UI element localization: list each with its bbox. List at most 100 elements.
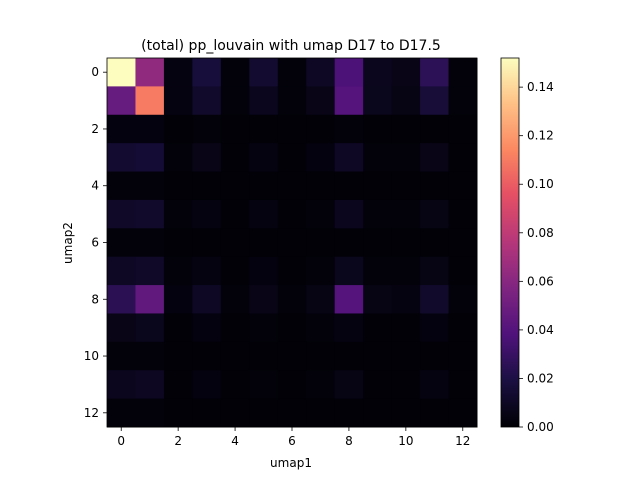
heatmap-cell [163,370,193,400]
heatmap-cell [306,285,336,314]
heatmap-cell [163,114,193,144]
heatmap-cell [249,58,279,87]
heatmap-cell [249,114,279,144]
heatmap-cell [448,398,478,428]
heatmap-cell [420,114,450,144]
heatmap-cell [334,256,364,286]
heatmap-cell [220,228,250,258]
heatmap-cell [220,86,250,116]
heatmap-cell [420,285,450,314]
heatmap-cell [107,398,136,428]
x-axis-label: umap1 [270,456,312,470]
heatmap-cell [334,370,364,400]
colorbar-tick-label: 0.02 [527,371,554,385]
heatmap-cell [391,285,421,314]
heatmap-cell [391,398,421,428]
heatmap-cell [277,114,307,144]
heatmap-cell [277,58,307,87]
heatmap-cell [448,143,478,173]
heatmap-cell [192,256,222,286]
colorbar-tick-label: 0.06 [527,274,554,288]
heatmap-cell [420,256,450,286]
heatmap-cell [163,285,193,314]
heatmap-cell [249,285,279,314]
chart-title: (total) pp_louvain with umap D17 to D17.… [141,38,441,54]
heatmap-cell [192,285,222,314]
heatmap-cell [448,114,478,144]
x-tick-label: 12 [455,434,470,448]
heatmap-cell [107,341,136,371]
y-tick-label: 0 [91,65,99,79]
heatmap-cell [220,199,250,229]
colorbar-tick-label: 0.00 [527,420,554,434]
heatmap-cell [107,256,136,286]
heatmap-cell [249,256,279,286]
heatmap-cell [163,171,193,201]
heatmap-cell [363,171,393,201]
y-axis-label: umap2 [61,222,75,264]
heatmap-cell [391,228,421,258]
heatmap-cell [249,228,279,258]
heatmap-cell [363,114,393,144]
heatmap-cell [334,341,364,371]
heatmap-cell [135,143,165,173]
heatmap-cell [391,256,421,286]
heatmap-cell [220,256,250,286]
heatmap-cell [220,285,250,314]
heatmap-cell [277,143,307,173]
heatmap-cell [306,171,336,201]
heatmap-cell [163,228,193,258]
heatmap-cell [334,285,364,314]
heatmap-cell [363,313,393,343]
colorbar-tick-label: 0.12 [527,129,554,143]
heatmap-cell [391,171,421,201]
heatmap-cell [135,171,165,201]
heatmap-cell [391,58,421,87]
heatmap-cell [391,114,421,144]
heatmap-cell [163,199,193,229]
heatmap-cell [135,370,165,400]
heatmap-cell [420,370,450,400]
heatmap-cell [334,58,364,87]
heatmap-cell [249,313,279,343]
heatmap-cell [306,398,336,428]
heatmap-cell [306,341,336,371]
heatmap-cell [334,171,364,201]
heatmap-cell [277,313,307,343]
heatmap-cell [363,228,393,258]
heatmap-cell [306,86,336,116]
heatmap-cell [135,58,165,87]
heatmap-cell [135,285,165,314]
heatmap-cell [192,199,222,229]
y-tick-label: 6 [91,236,99,250]
heatmap-cell [306,256,336,286]
heatmap-cell [192,341,222,371]
heatmap-cell [363,341,393,371]
heatmap-cell [448,171,478,201]
heatmap-cell [163,86,193,116]
heatmap-cell [249,199,279,229]
heatmap-cell [363,370,393,400]
heatmap-cell [135,86,165,116]
colorbar-tick-label: 0.10 [527,177,554,191]
heatmap-cell [277,398,307,428]
heatmap-cell [163,256,193,286]
heatmap-cell [277,341,307,371]
y-tick-label: 4 [91,179,99,193]
heatmap-cell [334,398,364,428]
heatmap-cell [277,86,307,116]
heatmap-cell [420,398,450,428]
heatmap-cell [192,370,222,400]
heatmap-cell [334,228,364,258]
heatmap-cell [135,114,165,144]
heatmap-cell [107,114,136,144]
heatmap-cell [249,171,279,201]
heatmap-cell [277,228,307,258]
heatmap-cell [420,313,450,343]
heatmap-cell [448,86,478,116]
x-tick-label: 0 [117,434,125,448]
heatmap-cell [192,143,222,173]
heatmap-cell [277,171,307,201]
heatmap-cell [192,58,222,87]
